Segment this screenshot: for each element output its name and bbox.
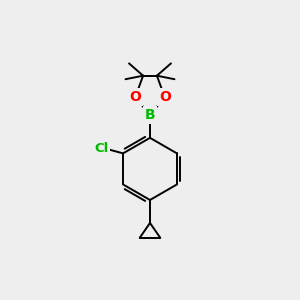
Text: O: O [129,90,141,104]
Text: O: O [159,90,171,104]
Text: Cl: Cl [94,142,108,155]
Text: B: B [145,108,155,122]
